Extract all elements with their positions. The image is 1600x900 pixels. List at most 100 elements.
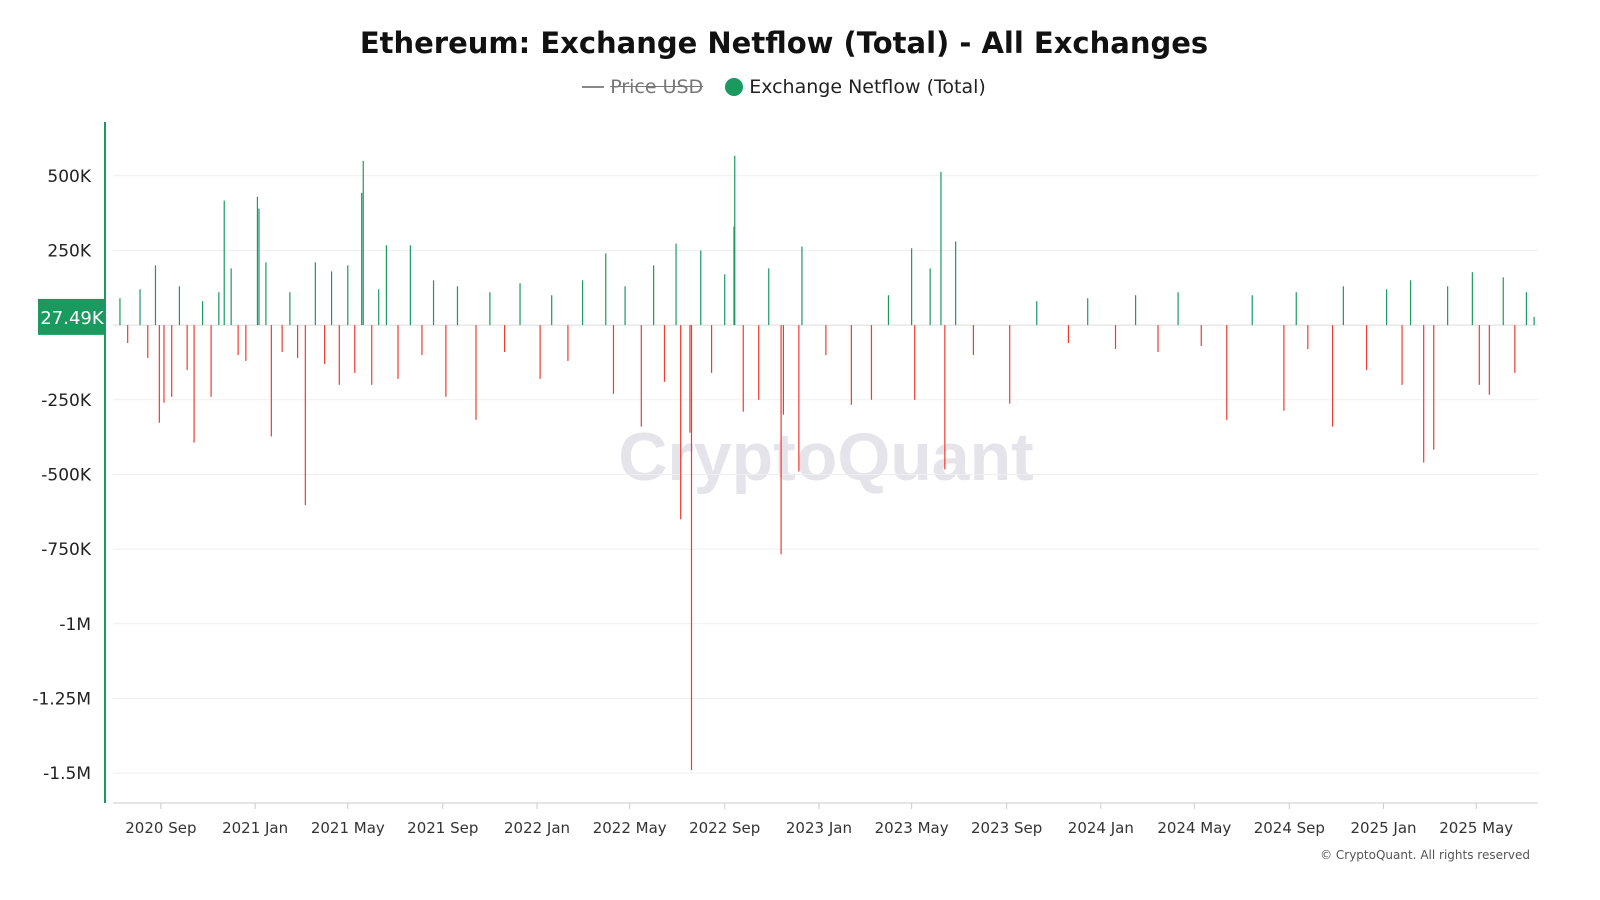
netflow-bar [281,325,283,352]
netflow-bar [972,325,975,355]
netflow-bar [825,325,827,355]
dot-icon [725,78,744,96]
netflow-bar [1226,325,1228,420]
netflow-bar [1409,280,1412,326]
netflow-bar [503,325,506,352]
x-tick-label: 2023 Jan [786,819,852,837]
x-tick-label: 2021 May [311,819,385,837]
netflow-bar [710,325,713,373]
netflow-bar [378,289,380,326]
netflow-bar [218,292,220,326]
y-tick-label: 500K [47,167,91,187]
netflow-bar [612,325,615,394]
netflow-bar [289,292,291,326]
netflow-bar [663,325,666,382]
netflow-bar [256,196,259,326]
netflow-bar [605,253,607,326]
netflow-bar [700,250,702,326]
netflow-bar [940,171,942,326]
legend-item-netflow[interactable]: Exchange Netflow (Total) [725,76,986,98]
netflow-bar [489,292,491,326]
netflow-bar [690,325,693,771]
netflow-bar [270,325,272,437]
netflow-bar [675,243,677,326]
netflow-bar [1307,325,1309,349]
netflow-bar [314,262,316,326]
netflow-bar [475,325,477,420]
current-value-label: 27.49K [40,308,105,329]
netflow-bar [1200,325,1202,347]
netflow-bar [758,325,760,400]
x-tick-label: 2024 Sep [1254,819,1325,837]
netflow-bar [1114,325,1117,349]
netflow-bar [1283,325,1285,411]
netflow-bar [432,280,435,326]
x-tick-label: 2021 Jan [222,819,288,837]
x-tick-label: 2023 Sep [971,819,1042,837]
line-icon [582,86,605,88]
netflow-bar [1295,292,1297,326]
netflow-bar [330,271,333,326]
x-tick-label: 2024 Jan [1068,819,1134,837]
netflow-bar [929,268,931,326]
netflow-bar [1135,295,1137,326]
netflow-bar [734,155,736,326]
netflow-bar [237,325,239,355]
netflow-bar [780,325,782,555]
watermark: CryptoQuant [618,419,1034,495]
copyright: © CryptoQuant. All rights reserved [1320,848,1530,862]
y-tick-label: -500K [41,465,92,485]
netflow-bar [193,325,195,443]
netflow-bar [421,325,423,355]
netflow-bar [347,265,349,326]
netflow-bar [1365,325,1368,370]
netflow-bar [768,268,770,326]
netflow-bar [158,325,160,423]
netflow-bar [1177,292,1179,326]
netflow-bar [147,325,149,358]
netflow-bar [139,289,141,326]
netflow-bar [265,262,267,326]
netflow-bar [1525,292,1528,326]
legend-item-price[interactable]: Price USD [582,76,703,98]
netflow-bar [1087,298,1089,326]
netflow-bar [354,325,356,373]
netflow-bar [223,200,225,326]
netflow-bar [304,325,306,506]
netflow-bar [409,245,411,326]
netflow-bar [258,208,260,326]
legend-label-price: Price USD [610,76,704,98]
netflow-bar [1342,286,1344,326]
x-tick-label: 2024 May [1157,819,1231,837]
netflow-bar [362,160,364,326]
netflow-bar [1447,286,1449,326]
netflow-bar [127,325,129,344]
netflow-bar [338,325,340,385]
netflow-bar [1331,325,1334,427]
netflow-bar [1401,325,1403,385]
netflow-bar [733,226,735,326]
netflow-bar [456,286,459,326]
legend: Price USD Exchange Netflow (Total) [0,76,1568,98]
y-tick-label: -750K [41,540,92,560]
netflow-bar [1533,316,1535,326]
netflow-bar [624,286,626,326]
netflow-bar [186,325,188,370]
chart-title: Ethereum: Exchange Netflow (Total) - All… [359,26,1209,60]
netflow-bar [689,325,691,433]
netflow-bar [1488,325,1490,395]
netflow-bar [551,295,553,326]
netflow-bar [178,286,181,326]
x-tick-label: 2020 Sep [125,819,196,837]
legend-label-netflow: Exchange Netflow (Total) [749,76,986,98]
netflow-bar [154,265,157,326]
netflow-bar [1067,325,1070,344]
netflow-bar [742,325,744,412]
netflow-bar [539,325,541,379]
current-value-badge [38,298,106,335]
netflow-bar [653,265,655,326]
netflow-bar [801,246,803,326]
netflow-bar [640,325,642,427]
netflow-bar [870,325,873,400]
